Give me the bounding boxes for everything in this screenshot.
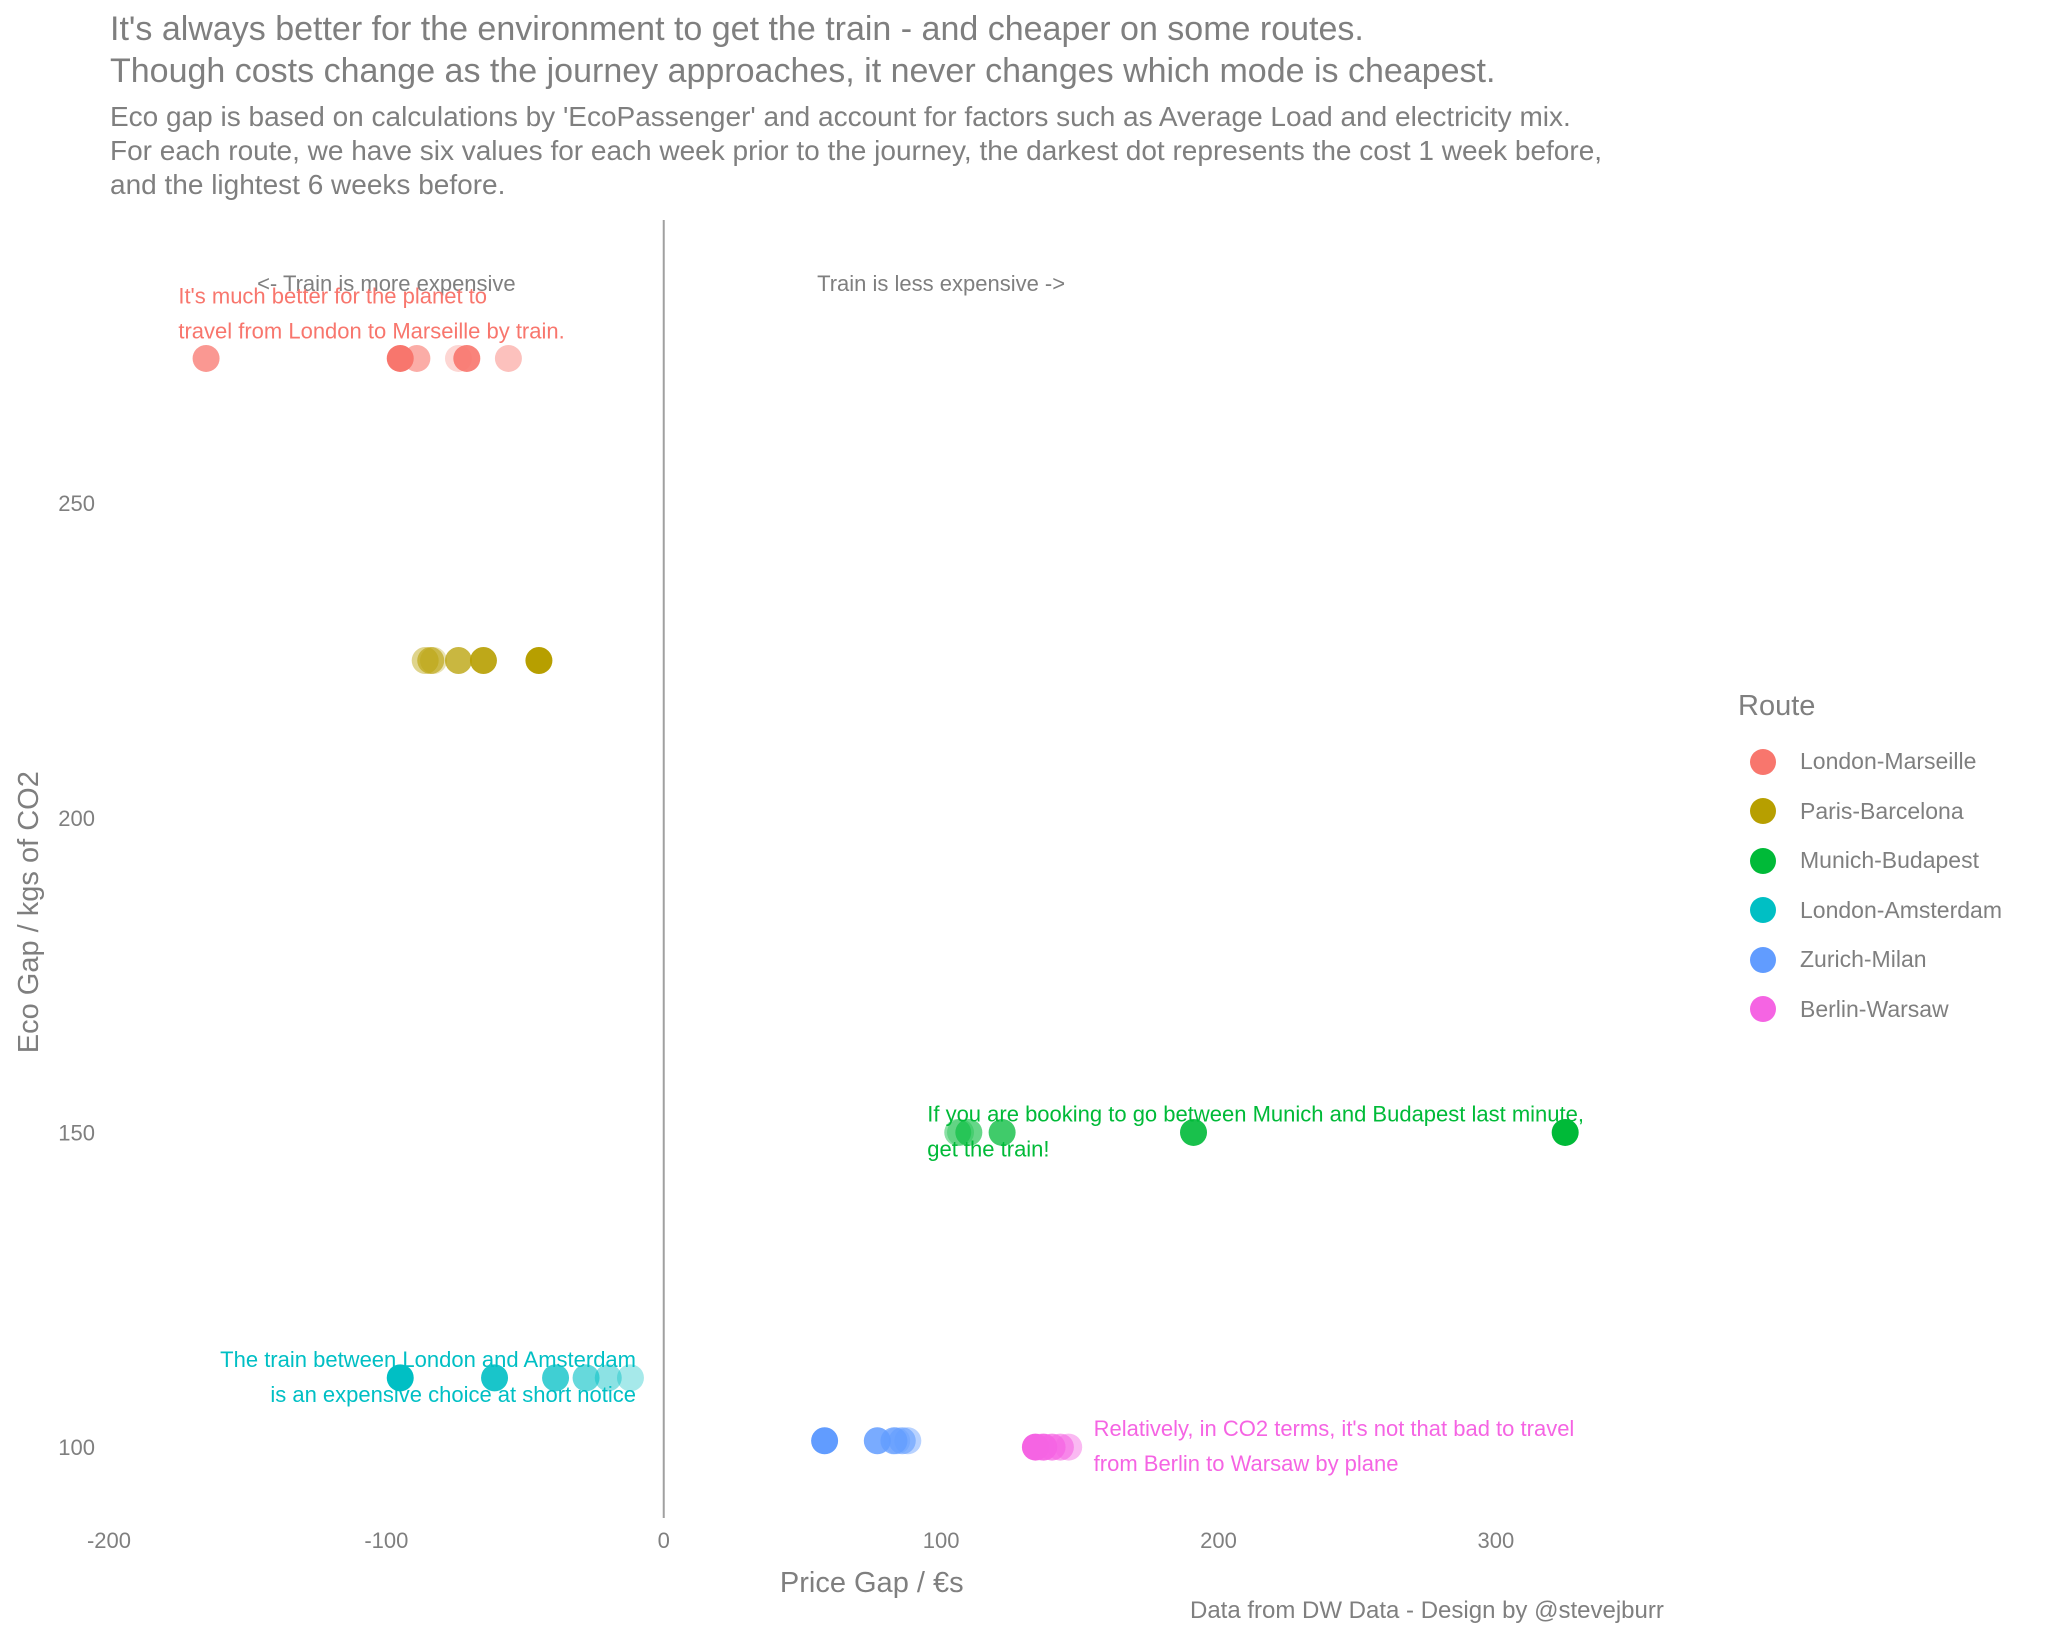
- legend-swatch: [1750, 897, 1776, 924]
- data-point: [1180, 1118, 1208, 1146]
- x-tick-label: -100: [364, 1528, 408, 1553]
- legend-label: Paris-Barcelona: [1800, 797, 1964, 824]
- x-tick-label: 100: [923, 1528, 960, 1553]
- chart-title: It's always better for the environment t…: [110, 8, 2010, 92]
- legend-item-munich-budapest: Munich-Budapest: [1738, 836, 2002, 886]
- y-tick-label: 100: [58, 1435, 95, 1460]
- data-point: [594, 1364, 622, 1392]
- x-tick-label: 300: [1477, 1528, 1514, 1553]
- annotation-text: from Berlin to Warsaw by plane: [1094, 1451, 1399, 1476]
- annotation-text: The train between London and Amsterdam: [220, 1347, 636, 1372]
- data-point: [1551, 1118, 1579, 1146]
- legend-item-london-marseille: London-Marseille: [1738, 737, 2002, 787]
- legend-swatch: [1750, 748, 1776, 775]
- data-point: [481, 1364, 509, 1392]
- data-point: [453, 344, 481, 372]
- x-tick-label: -200: [87, 1528, 131, 1553]
- subtitle-line-2: For each route, we have six values for e…: [110, 135, 1603, 166]
- data-point: [988, 1118, 1016, 1146]
- legend: Route London-Marseille Paris-Barcelona M…: [1738, 690, 2002, 1034]
- data-point: [525, 646, 553, 674]
- region-label: <- Train is more expensive: [257, 271, 516, 296]
- annotation-text: Relatively, in CO2 terms, it's not that …: [1094, 1416, 1575, 1441]
- legend-label: Munich-Budapest: [1800, 847, 1979, 874]
- data-point: [572, 1364, 600, 1392]
- data-point: [444, 646, 472, 674]
- data-point: [863, 1427, 891, 1455]
- annotation-text: travel from London to Marseille by train…: [178, 319, 564, 344]
- subtitle-line-1: Eco gap is based on calculations by 'Eco…: [110, 101, 1571, 132]
- data-point: [542, 1364, 570, 1392]
- legend-swatch: [1750, 996, 1776, 1023]
- data-point: [417, 646, 445, 674]
- data-point: [192, 344, 220, 372]
- annotation-text: If you are booking to go between Munich …: [927, 1102, 1584, 1127]
- subtitle-line-3: and the lightest 6 weeks before.: [110, 169, 506, 200]
- data-point: [469, 646, 497, 674]
- data-point: [1021, 1433, 1049, 1461]
- y-tick-label: 250: [58, 491, 95, 516]
- title-line-1: It's always better for the environment t…: [110, 10, 1364, 48]
- data-point: [494, 344, 522, 372]
- data-point: [616, 1364, 644, 1392]
- y-tick-label: 200: [58, 806, 95, 831]
- y-axis-title: Eco Gap / kgs of CO2: [13, 771, 45, 1053]
- title-line-2: Though costs change as the journey appro…: [110, 52, 1496, 90]
- data-point: [386, 1364, 414, 1392]
- legend-swatch: [1750, 847, 1776, 874]
- legend-item-berlin-warsaw: Berlin-Warsaw: [1738, 985, 2002, 1035]
- caption: Data from DW Data - Design by @stevejbur…: [1190, 1597, 1664, 1624]
- x-tick-label: 200: [1200, 1528, 1237, 1553]
- legend-title: Route: [1738, 690, 1816, 722]
- y-tick-label: 150: [58, 1120, 95, 1145]
- legend-label: Zurich-Milan: [1800, 946, 1927, 973]
- data-point: [811, 1427, 839, 1455]
- annotation-text: is an expensive choice at short notice: [270, 1382, 636, 1407]
- chart-subtitle: Eco gap is based on calculations by 'Eco…: [110, 100, 1602, 202]
- data-point: [386, 344, 414, 372]
- legend-item-zurich-milan: Zurich-Milan: [1738, 935, 2002, 985]
- data-point: [955, 1118, 983, 1146]
- legend-item-london-amsterdam: London-Amsterdam: [1738, 886, 2002, 936]
- legend-label: London-Marseille: [1800, 748, 1977, 775]
- legend-swatch: [1750, 798, 1776, 825]
- legend-swatch: [1750, 946, 1776, 973]
- legend-label: London-Amsterdam: [1800, 896, 2002, 923]
- x-tick-label: 0: [658, 1528, 670, 1553]
- legend-label: Berlin-Warsaw: [1800, 995, 1949, 1022]
- legend-item-paris-barcelona: Paris-Barcelona: [1738, 787, 2002, 837]
- region-label: Train is less expensive ->: [817, 271, 1065, 296]
- x-axis-title: Price Gap / €s: [780, 1567, 964, 1599]
- annotation-text: get the train!: [927, 1137, 1049, 1162]
- annotation-text: It's much better for the planet to: [178, 284, 487, 309]
